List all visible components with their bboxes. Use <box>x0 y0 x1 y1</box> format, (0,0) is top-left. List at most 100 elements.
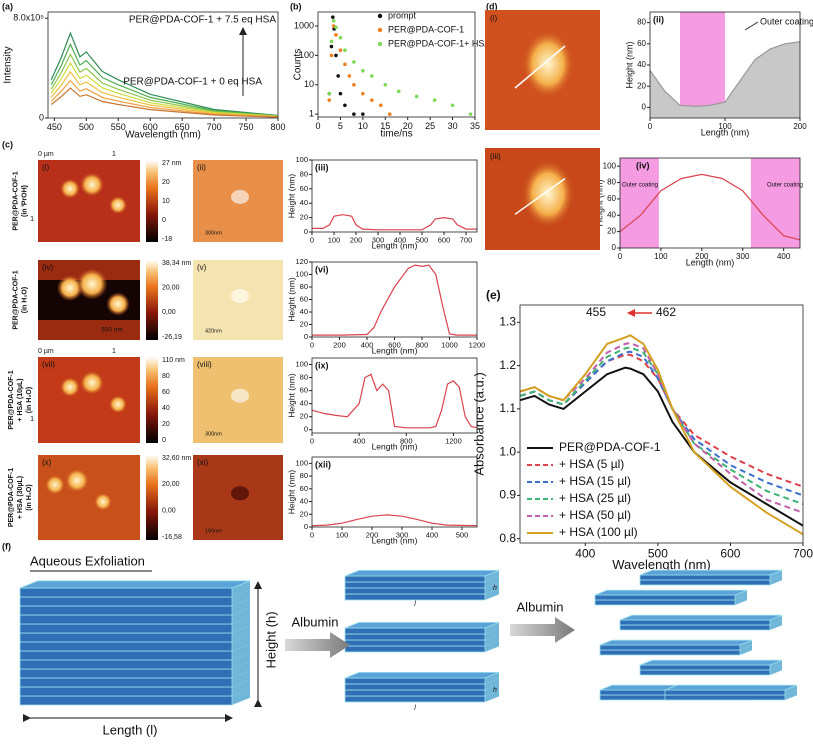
line <box>50 31 279 117</box>
colorbar-label: 60 <box>162 389 170 396</box>
sheet-side <box>232 688 250 705</box>
line <box>519 334 804 536</box>
data-point <box>468 112 473 116</box>
sheet-side <box>770 615 782 625</box>
y-tick-label: 10 <box>304 79 314 89</box>
x-tick-label: 0 <box>648 122 653 131</box>
sheet-side <box>770 665 782 675</box>
x-tick-label: 600 <box>388 340 401 349</box>
data-point <box>370 74 374 78</box>
sheet-top <box>344 622 500 629</box>
sheet-side <box>485 622 499 634</box>
data-point <box>370 98 374 102</box>
sheet <box>19 641 233 652</box>
sheet-side <box>232 598 250 615</box>
data-point <box>338 48 343 53</box>
y-tick-label: 0 <box>304 522 308 531</box>
y-tick-label: 0.8 <box>499 531 516 545</box>
colorbar-label: 40 <box>162 405 170 412</box>
afm-feature <box>106 292 130 316</box>
sheet <box>344 581 486 589</box>
x-tick-label: 100 <box>328 235 341 244</box>
y-tick-label: 0 <box>39 112 44 122</box>
data-point <box>331 15 335 19</box>
afm-feature <box>76 268 108 300</box>
sheet <box>19 695 233 706</box>
sheet-side <box>232 625 250 642</box>
y-tick-label: 1 <box>309 109 314 119</box>
afm-feature <box>522 30 574 98</box>
image-label: (i) <box>490 14 497 23</box>
data-point <box>329 44 334 49</box>
row-label: PER@PDA-COF-1 <box>12 171 19 230</box>
x-tick-label: 700 <box>207 122 222 132</box>
image-label: (xi) <box>197 458 208 467</box>
sheet <box>344 627 486 635</box>
y-tick-label: 1.0 <box>499 444 516 458</box>
shaded-range <box>620 158 659 248</box>
row-label: + HSA (10µL) <box>17 378 24 421</box>
y-tick-label: 40 <box>637 60 646 69</box>
x-axis-label: Length (nm) <box>372 346 418 356</box>
x-tick-label: 400 <box>575 546 595 560</box>
y-tick-label: 0 <box>304 425 308 434</box>
data-point <box>387 112 392 116</box>
y-tick-label: 100 <box>295 458 308 467</box>
x-tick-label: 0 <box>310 436 314 445</box>
afm-feature <box>45 474 65 495</box>
y-tick-label: 1.2 <box>499 358 516 372</box>
data-point <box>361 68 365 73</box>
data-point <box>336 74 340 78</box>
sheet-side <box>485 628 499 640</box>
colorbar-label: 110 nm <box>162 357 185 364</box>
row-label: (in H₂O) <box>21 287 28 313</box>
x-tick-label: 400 <box>777 252 791 261</box>
x-tick-label: 400 <box>353 436 366 445</box>
data-point <box>352 82 356 87</box>
shaded-range <box>750 158 800 248</box>
sheet-side <box>232 661 250 678</box>
panel-label: (xii) <box>315 459 331 469</box>
x-tick-label: 650 <box>175 122 190 132</box>
panel-label: (a) <box>2 1 13 11</box>
colorbar-label: 20,00 <box>162 481 180 488</box>
callout-line <box>744 21 759 31</box>
sheet <box>599 644 741 651</box>
colorbar-label: 10 <box>162 198 170 205</box>
x-axis-label: Length (nm) <box>701 128 750 138</box>
colorbar-label: -16,58 <box>162 534 182 541</box>
sheet <box>344 677 486 685</box>
data-point <box>432 98 437 102</box>
x-tick-label: 0 <box>310 235 314 244</box>
sheet-side <box>785 690 797 700</box>
x-tick-label: 1000 <box>441 340 458 349</box>
x-tick-label: 300 <box>372 235 385 244</box>
data-point <box>361 112 365 116</box>
afm-feature <box>231 289 249 303</box>
sheet <box>344 645 486 653</box>
line <box>50 79 279 118</box>
sheet <box>639 664 771 671</box>
y-tick-label: 80 <box>300 282 308 291</box>
colorbar-label: 27 nm <box>162 160 182 167</box>
data-point <box>352 112 356 116</box>
panel-label: (vi) <box>315 264 329 274</box>
legend-label: + HSA (50 µl) <box>559 508 631 522</box>
afm-feature <box>231 388 249 403</box>
annotation: PER@PDA-COF-1 + 7.5 eq HSA <box>129 15 276 26</box>
x-tick-label: 0 <box>315 121 320 131</box>
annotation: Outer coating <box>767 183 803 189</box>
sheet-side <box>232 679 250 696</box>
afm-feature <box>109 196 127 215</box>
x-tick-label: 800 <box>400 436 413 445</box>
y-tick-label: 60 <box>300 294 308 303</box>
afm-image <box>38 455 140 540</box>
y-tick-label: 40 <box>300 399 308 408</box>
process-label: Albumin <box>517 599 564 614</box>
sheet <box>19 596 233 607</box>
colorbar-label: 0 <box>162 217 166 224</box>
afm-feature <box>65 468 89 493</box>
y-axis-label: Height (nm) <box>624 41 634 88</box>
row-label: PER@PDA-COF-1 <box>12 270 19 329</box>
profile-line <box>514 45 566 89</box>
